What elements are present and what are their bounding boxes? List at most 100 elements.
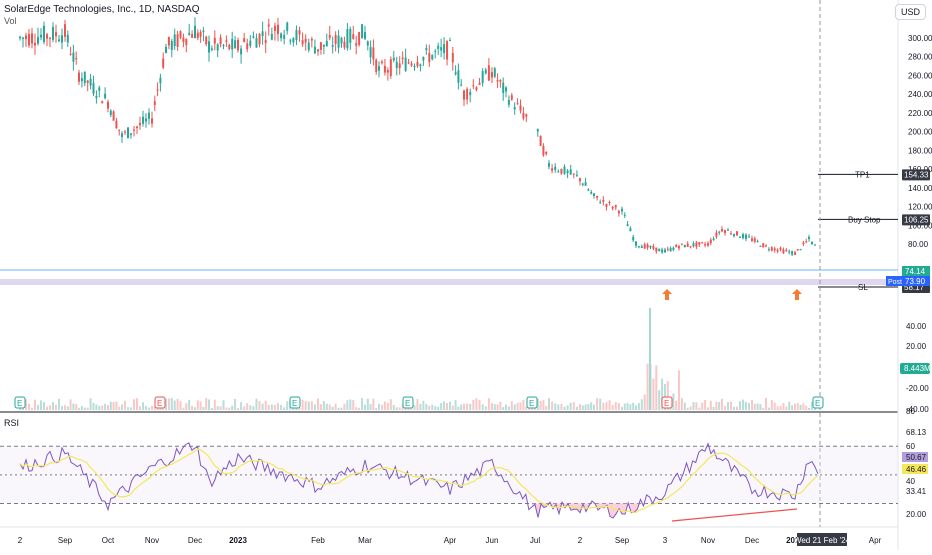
candle-body <box>419 64 422 67</box>
candle-body <box>72 52 75 62</box>
candle-body <box>264 39 267 44</box>
volume-bar <box>678 370 680 410</box>
x-tick-label: Apr <box>444 536 457 545</box>
rsi-tick-label: 20.00 <box>906 510 927 519</box>
candle-body <box>608 202 611 204</box>
volume-bar <box>652 378 655 410</box>
volume-bar <box>425 403 428 410</box>
candle-body <box>796 249 799 251</box>
candle-body <box>182 37 185 43</box>
candle-body <box>378 66 380 71</box>
volume-bar <box>802 403 805 410</box>
volume-bar <box>313 404 316 410</box>
candle-body <box>304 38 307 43</box>
volume-bar <box>372 398 375 410</box>
volume-bar <box>416 398 419 410</box>
volume-bar <box>545 405 548 410</box>
volume-bar <box>205 398 208 410</box>
volume-bar <box>328 404 331 410</box>
candle-body <box>34 42 36 46</box>
volume-bar <box>443 401 446 410</box>
volume-bar <box>270 404 273 410</box>
volume-bar <box>712 406 715 410</box>
candle-body <box>349 28 352 43</box>
volume-bar <box>222 400 225 410</box>
candle-body <box>605 203 608 207</box>
rsi-tick-label: 46.46 <box>906 465 927 474</box>
candle-body <box>773 248 776 251</box>
rsi-title: RSI <box>4 418 20 428</box>
rsi-tick-label: 40 <box>906 477 915 486</box>
candle-body <box>52 26 54 40</box>
volume-bar <box>358 407 361 410</box>
level-label: SL <box>858 283 868 292</box>
volume-bar <box>25 399 27 410</box>
volume-bar <box>451 405 454 410</box>
candle-body <box>678 246 680 249</box>
volume-bar <box>246 403 249 410</box>
x-tick-label: 2024 <box>786 536 804 545</box>
candle-body <box>695 242 698 247</box>
volume-bar <box>208 399 210 410</box>
volume-bar <box>785 406 788 410</box>
candle-body <box>762 243 765 248</box>
volume-bar <box>219 406 222 410</box>
candle-body <box>109 110 112 116</box>
volume-bar <box>349 399 352 410</box>
candle-body <box>428 53 431 63</box>
candle-body <box>104 93 107 99</box>
candle-body <box>153 101 156 106</box>
price-tick-label: 300.00 <box>908 34 932 43</box>
candle-body <box>298 30 301 35</box>
candle-body <box>602 199 605 202</box>
candle-body <box>219 37 222 45</box>
candle-body <box>611 206 614 209</box>
candle-body <box>25 35 27 40</box>
candle-body <box>252 36 255 38</box>
volume-bar <box>182 407 185 410</box>
candle-body <box>355 43 358 46</box>
price-tick-label: 280.00 <box>908 53 932 62</box>
volume-bar <box>776 406 779 410</box>
volume-bar <box>55 404 57 410</box>
volume-bar <box>698 407 701 410</box>
volume-bar <box>753 403 756 410</box>
candle-body <box>593 193 595 196</box>
rsi-tick-label: 33.41 <box>906 487 927 496</box>
candle-body <box>629 228 632 232</box>
candle-body <box>243 38 246 42</box>
candle-body <box>478 82 481 85</box>
candle-body <box>162 58 165 68</box>
level-price-label: 106.25 <box>904 215 929 224</box>
volume-bar <box>745 402 747 410</box>
volume-bar <box>124 400 126 410</box>
volume-bar <box>799 404 802 410</box>
volume-bar <box>249 405 252 410</box>
level-price-tag <box>902 214 930 226</box>
candle-body <box>785 249 788 252</box>
earnings-marker <box>289 396 301 409</box>
candle-body <box>37 37 39 44</box>
candle-body <box>584 182 587 186</box>
volume-bar <box>112 401 115 410</box>
candle-body <box>469 92 472 96</box>
candle-body <box>337 35 340 48</box>
candle-body <box>127 127 129 139</box>
candle-body <box>179 31 182 38</box>
candle-body <box>745 234 747 239</box>
candle-body <box>334 34 337 44</box>
volume-bar <box>145 406 147 410</box>
candle-body <box>649 246 652 248</box>
candle-body <box>188 32 191 35</box>
volume-bar <box>658 390 661 410</box>
x-tick-label: Nov <box>145 536 159 545</box>
currency-button[interactable]: USD <box>894 4 926 20</box>
candle-body <box>130 133 132 135</box>
rsi-tick-label: 68.13 <box>906 428 927 437</box>
volume-bar <box>210 407 213 410</box>
candle-body <box>788 251 791 253</box>
volume-bar <box>264 400 267 410</box>
volume-bar <box>378 403 380 410</box>
